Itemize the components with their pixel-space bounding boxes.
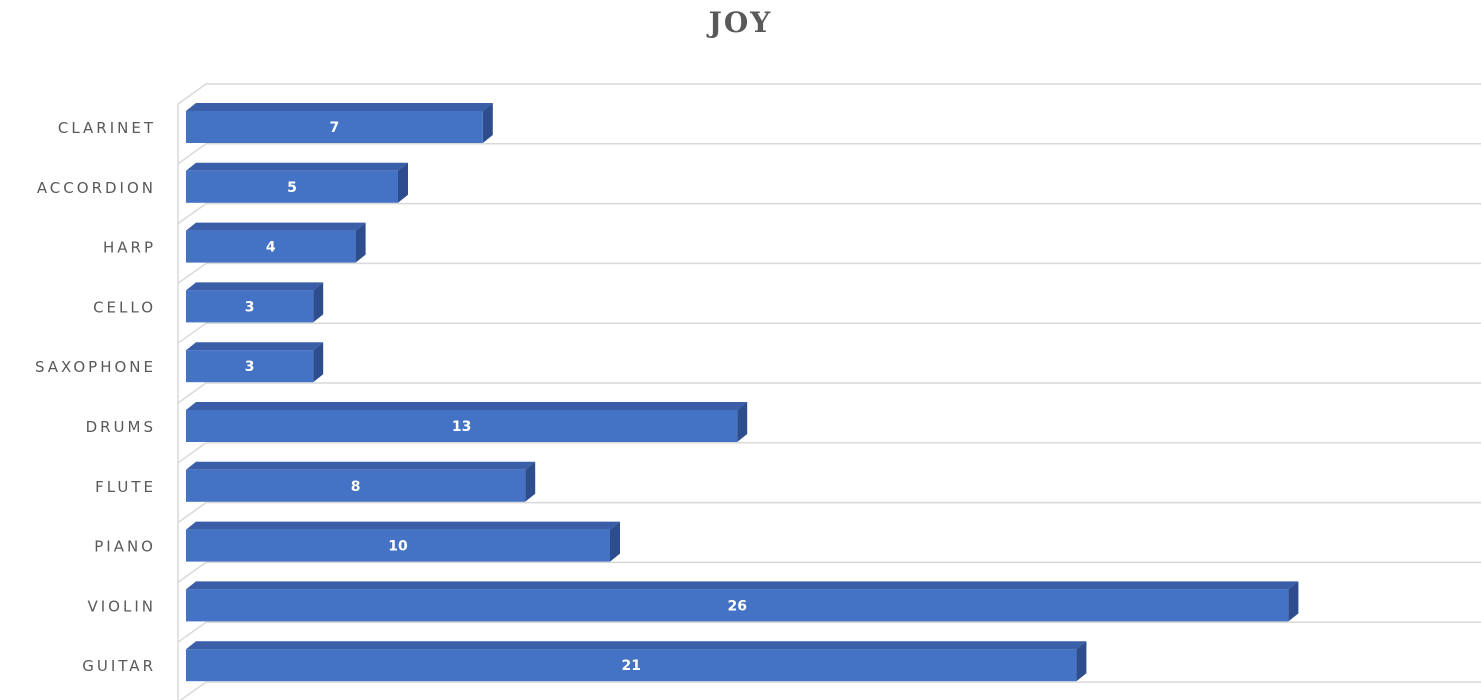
category-label-saxophone: SAXOPHONE <box>35 358 156 376</box>
category-label-guitar: GUITAR <box>82 657 156 675</box>
bar-top-face <box>186 162 408 171</box>
data-label-guitar: 21 <box>621 658 640 674</box>
bar-side-face <box>313 282 324 323</box>
bar-front-face <box>186 290 314 323</box>
labels: 7 CLARINET 5 ACCORDION 4 HARP 3 CELLO 3 SAXOPHONE… <box>35 119 747 675</box>
bar-top-face <box>186 222 366 231</box>
bar-accordion <box>186 162 408 203</box>
bar-top-face <box>186 342 324 351</box>
bar-top-face <box>186 521 620 530</box>
gridlines <box>177 83 1481 700</box>
gridline <box>179 681 1481 700</box>
category-label-flute: FLUTE <box>95 478 156 496</box>
bar-flute <box>186 461 536 502</box>
gridline <box>177 83 1481 105</box>
bar-front-face <box>186 350 314 383</box>
bars <box>186 103 1299 682</box>
gridline <box>177 143 1481 165</box>
bar-side-face <box>737 402 748 442</box>
bar-top-face <box>186 402 748 410</box>
category-label-clarinet: CLARINET <box>58 119 156 137</box>
bar-guitar <box>186 641 1087 682</box>
gridline <box>177 262 1481 285</box>
category-label-accordion: ACCORDION <box>37 179 156 197</box>
bar-side-face <box>355 222 366 263</box>
data-label-drums: 13 <box>452 419 471 435</box>
data-label-saxophone: 3 <box>245 359 255 375</box>
data-label-clarinet: 7 <box>330 120 340 136</box>
bar-side-face <box>398 162 408 203</box>
bar-top-face <box>186 641 1087 650</box>
data-label-accordion: 5 <box>287 180 297 196</box>
bar-front-face <box>186 410 738 442</box>
bar-side-face <box>525 461 536 502</box>
bar-violin <box>186 581 1299 622</box>
chart-title: JOY <box>708 6 773 39</box>
bar-drums <box>186 402 748 442</box>
bar-side-face <box>482 103 493 143</box>
bar-top-face <box>186 282 324 291</box>
gridline <box>177 202 1481 225</box>
data-label-flute: 8 <box>351 479 361 495</box>
data-label-cello: 3 <box>245 299 255 315</box>
bar-cello <box>186 282 324 323</box>
gridline <box>177 621 1481 643</box>
bar-saxophone <box>186 342 324 383</box>
bar-front-face <box>186 469 526 502</box>
gridline <box>177 322 1481 344</box>
gridline <box>177 561 1481 584</box>
data-label-piano: 10 <box>388 539 408 555</box>
bar-side-face <box>610 521 620 562</box>
gridline <box>177 382 1481 404</box>
category-label-cello: CELLO <box>93 298 156 316</box>
bar-piano <box>186 521 620 562</box>
data-label-violin: 26 <box>727 598 746 614</box>
bar-top-face <box>186 103 493 111</box>
bar-top-face <box>186 581 1299 590</box>
bar-front-face <box>186 529 610 562</box>
bar-side-face <box>1288 581 1299 622</box>
category-label-harp: HARP <box>103 239 156 257</box>
bar-front-face <box>186 230 356 263</box>
bar-front-face <box>186 649 1077 682</box>
bar-clarinet <box>186 103 493 143</box>
bar-front-face <box>186 111 483 143</box>
bar-top-face <box>186 461 536 470</box>
gridline <box>177 501 1481 524</box>
category-label-drums: DRUMS <box>86 418 156 436</box>
category-label-violin: VIOLIN <box>88 597 157 615</box>
bar-side-face <box>1076 641 1087 682</box>
data-label-harp: 4 <box>266 240 276 256</box>
bar-harp <box>186 222 366 263</box>
bar-front-face <box>186 170 398 203</box>
category-label-piano: PIANO <box>94 538 156 556</box>
bar-side-face <box>313 342 324 383</box>
bar-front-face <box>186 589 1289 622</box>
gridline <box>177 442 1481 464</box>
